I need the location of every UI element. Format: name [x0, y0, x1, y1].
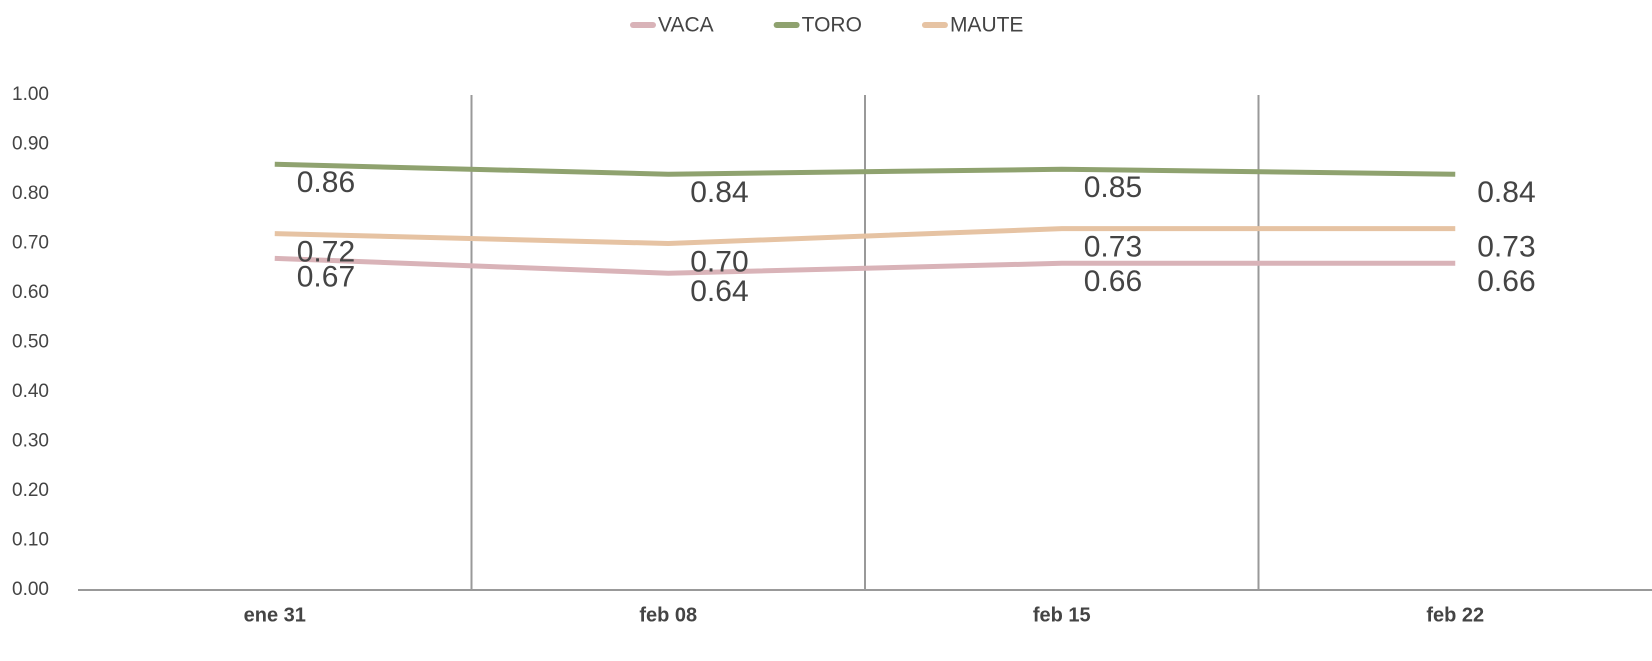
y-tick-label: 0.10 [12, 530, 49, 551]
legend-swatch [630, 22, 656, 28]
data-label: 0.86 [297, 166, 355, 199]
data-label: 0.66 [1084, 265, 1142, 298]
data-label: 0.85 [1084, 171, 1142, 204]
legend-label: VACA [658, 14, 714, 37]
y-tick-label: 0.60 [12, 282, 49, 303]
legend-swatch [773, 22, 800, 28]
x-tick-label: feb 08 [639, 604, 697, 626]
data-label: 0.73 [1477, 231, 1535, 264]
y-tick-label: 0.50 [12, 332, 49, 353]
legend-swatch [921, 22, 948, 28]
data-label: 0.67 [297, 260, 355, 293]
legend-label: TORO [802, 14, 862, 37]
y-tick-label: 1.00 [12, 84, 49, 105]
series-line [274, 226, 1456, 247]
y-tick-label: 0.40 [12, 381, 49, 402]
y-tick-label: 0.70 [12, 233, 49, 254]
y-tick-label: 0.80 [12, 183, 49, 204]
data-label: 0.70 [690, 245, 748, 278]
x-tick-label: ene 31 [244, 604, 306, 626]
y-tick-label: 0.20 [12, 480, 49, 501]
x-tick-label: feb 15 [1033, 604, 1091, 626]
series-line [274, 255, 1456, 276]
series-line [274, 161, 1456, 177]
data-label: 0.64 [690, 275, 748, 308]
data-label: 0.66 [1477, 265, 1535, 298]
data-label: 0.84 [690, 176, 748, 209]
y-tick-label: 0.00 [12, 579, 49, 600]
legend-label: MAUTE [950, 14, 1024, 37]
y-tick-label: 0.90 [12, 134, 49, 155]
y-tick-label: 0.30 [12, 431, 49, 452]
data-label: 0.84 [1477, 176, 1535, 209]
data-label: 0.72 [297, 236, 355, 269]
x-tick-label: feb 22 [1426, 604, 1484, 626]
data-label: 0.73 [1084, 231, 1142, 264]
